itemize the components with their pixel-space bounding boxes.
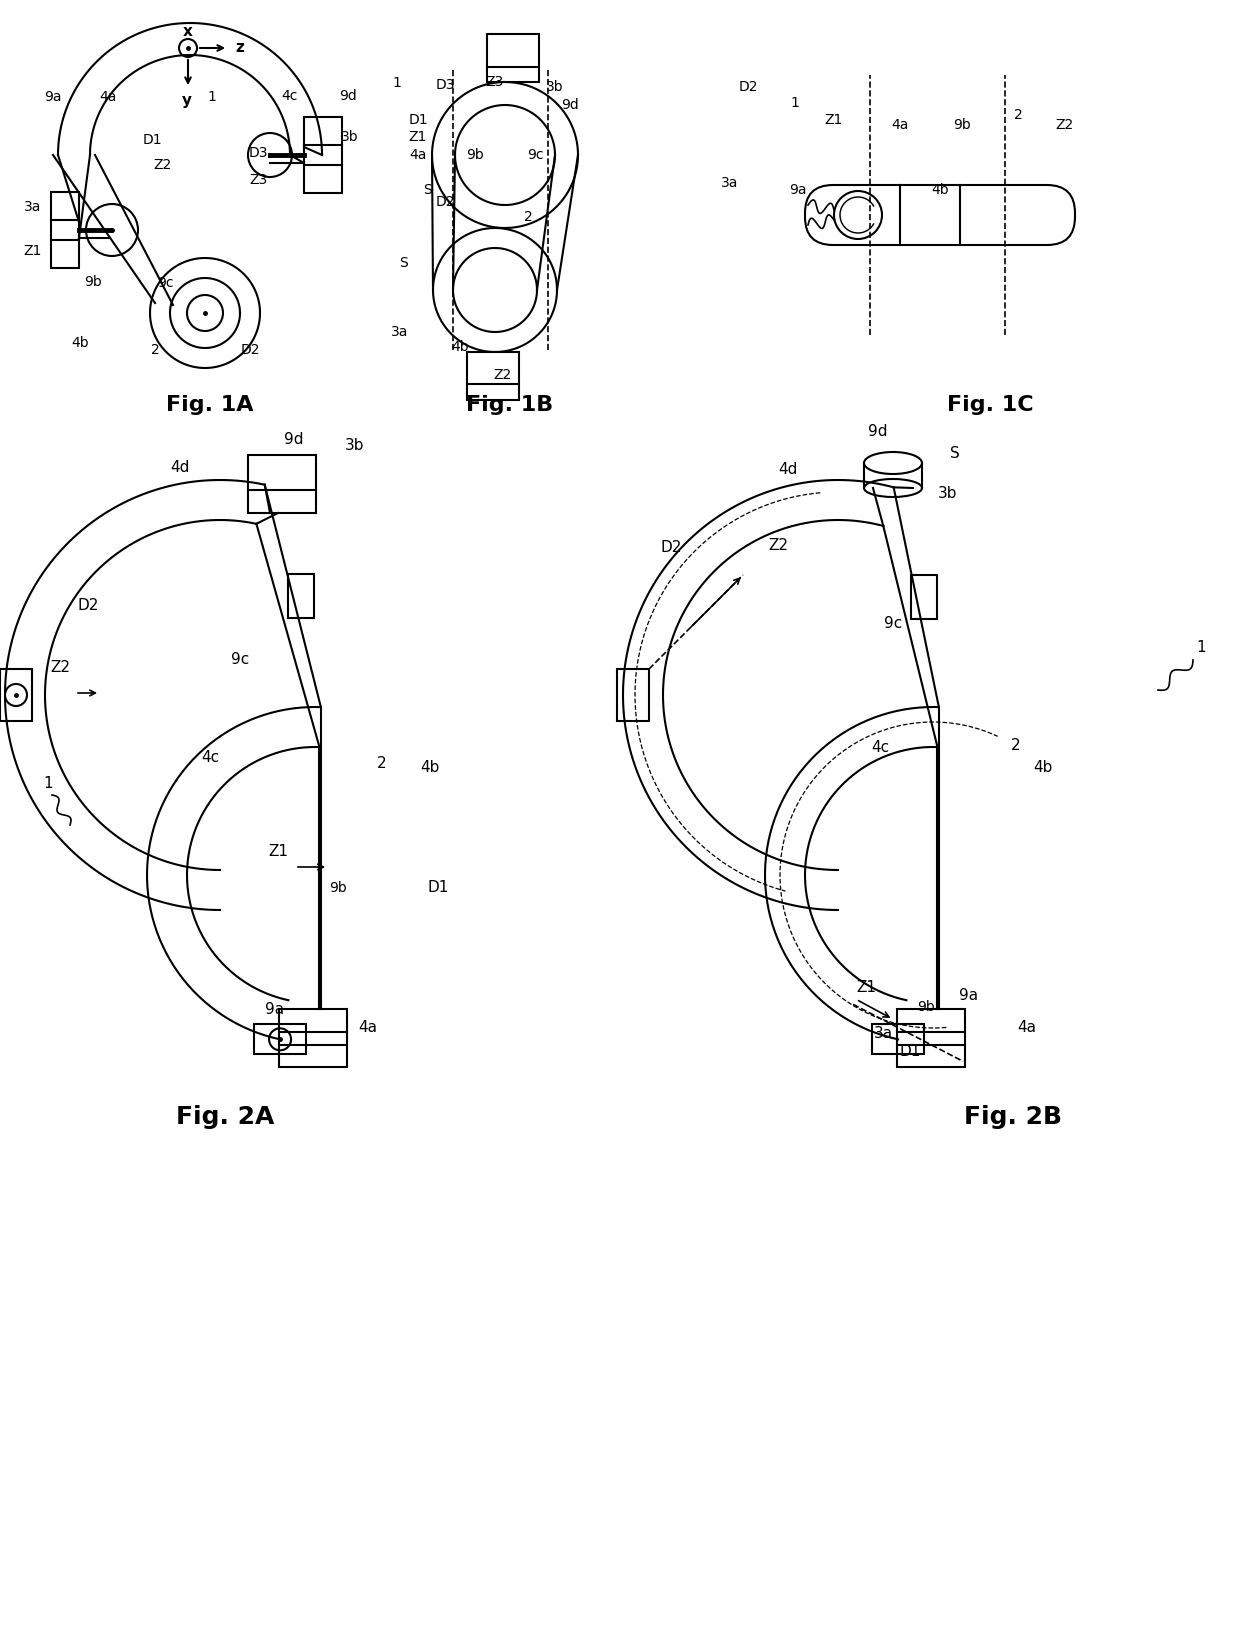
Text: 2: 2 <box>523 211 532 224</box>
Text: 4a: 4a <box>1017 1020 1037 1035</box>
Text: D2: D2 <box>661 540 682 554</box>
Bar <box>0 670 32 721</box>
Text: 4c: 4c <box>201 750 219 765</box>
Text: 1: 1 <box>207 90 217 104</box>
Text: Fig. 2A: Fig. 2A <box>176 1105 274 1128</box>
Text: 3a: 3a <box>722 176 739 191</box>
Bar <box>872 1025 924 1054</box>
Text: 4a: 4a <box>409 148 427 161</box>
Text: 9b: 9b <box>918 1000 935 1015</box>
Text: 9b: 9b <box>954 118 971 132</box>
Text: 3a: 3a <box>25 201 42 214</box>
Text: 9d: 9d <box>868 424 888 439</box>
Bar <box>304 117 342 192</box>
Text: Fig. 1C: Fig. 1C <box>946 395 1033 415</box>
Text: 4d: 4d <box>779 462 797 477</box>
Text: 9a: 9a <box>45 90 62 104</box>
Text: 9a: 9a <box>265 1002 284 1018</box>
Bar <box>487 35 539 82</box>
Text: 3b: 3b <box>341 130 358 145</box>
Text: 9d: 9d <box>339 89 357 104</box>
Text: 4b: 4b <box>71 336 89 350</box>
Text: S: S <box>398 257 408 270</box>
Bar <box>467 352 520 400</box>
Text: 4d: 4d <box>170 459 190 474</box>
Text: S: S <box>424 183 433 197</box>
Text: Fig. 1A: Fig. 1A <box>166 395 254 415</box>
Text: Z1: Z1 <box>268 844 288 859</box>
Text: D2: D2 <box>435 196 455 209</box>
Text: z: z <box>236 39 244 54</box>
Text: Z1: Z1 <box>825 114 843 127</box>
Text: Fig. 1B: Fig. 1B <box>466 395 553 415</box>
Text: 4a: 4a <box>892 118 909 132</box>
Text: Z2: Z2 <box>1056 118 1074 132</box>
Text: 9c: 9c <box>231 653 249 668</box>
Text: 3b: 3b <box>345 438 365 452</box>
Text: D1: D1 <box>408 114 428 127</box>
Text: 4b: 4b <box>1033 760 1053 775</box>
Text: 2: 2 <box>1013 109 1022 122</box>
Text: 1: 1 <box>393 76 402 90</box>
Bar <box>911 576 937 619</box>
Text: 4b: 4b <box>451 341 469 354</box>
Text: 9c: 9c <box>884 615 903 630</box>
Text: 1: 1 <box>1197 640 1205 655</box>
Text: Z2: Z2 <box>50 660 69 674</box>
Bar <box>254 1025 306 1054</box>
Text: 9a: 9a <box>789 183 807 197</box>
Text: D2: D2 <box>241 344 259 357</box>
Text: D3: D3 <box>435 77 455 92</box>
Text: D1: D1 <box>899 1045 921 1059</box>
Text: D3: D3 <box>248 146 268 160</box>
Text: 9c: 9c <box>156 276 174 290</box>
Text: 4c: 4c <box>870 740 889 755</box>
Text: 3a: 3a <box>874 1025 894 1041</box>
Text: Z1: Z1 <box>24 243 42 258</box>
Text: 4b: 4b <box>420 760 440 775</box>
Text: Z3: Z3 <box>249 173 267 188</box>
Text: D2: D2 <box>77 597 99 612</box>
Text: 4c: 4c <box>281 89 298 104</box>
Text: S: S <box>950 446 960 461</box>
Text: 3b: 3b <box>546 81 564 94</box>
Text: Z2: Z2 <box>154 158 172 173</box>
Bar <box>248 456 316 513</box>
Text: 2: 2 <box>1011 737 1021 752</box>
Text: 9b: 9b <box>329 882 347 895</box>
Text: 9a: 9a <box>960 987 978 1002</box>
Text: 4b: 4b <box>931 183 949 197</box>
Bar <box>897 1008 965 1068</box>
Bar <box>618 670 649 721</box>
Text: x: x <box>184 23 193 38</box>
Text: 9d: 9d <box>284 433 304 447</box>
Text: Z1: Z1 <box>856 980 877 995</box>
Text: 1: 1 <box>43 775 53 791</box>
Bar <box>288 574 314 619</box>
Text: Z1: Z1 <box>409 130 428 145</box>
Text: Fig. 2B: Fig. 2B <box>963 1105 1061 1128</box>
Text: Z2: Z2 <box>494 368 512 382</box>
Text: Z2: Z2 <box>768 538 787 553</box>
Text: 1: 1 <box>791 95 800 110</box>
Text: 9d: 9d <box>562 99 579 112</box>
Text: 9c: 9c <box>527 148 543 161</box>
Text: D1: D1 <box>428 880 449 895</box>
Text: 2: 2 <box>150 344 160 357</box>
Text: 4a: 4a <box>358 1020 377 1035</box>
Text: Z3: Z3 <box>486 76 505 89</box>
Bar <box>51 192 79 268</box>
Text: D1: D1 <box>143 133 161 146</box>
Text: D2: D2 <box>738 81 758 94</box>
Bar <box>279 1008 347 1068</box>
Text: 3a: 3a <box>392 326 409 339</box>
Text: 4a: 4a <box>99 90 117 104</box>
Text: 2: 2 <box>377 755 387 770</box>
Text: 9b: 9b <box>466 148 484 161</box>
Text: 9b: 9b <box>84 275 102 290</box>
Text: y: y <box>182 92 192 107</box>
Text: 3b: 3b <box>939 485 957 500</box>
